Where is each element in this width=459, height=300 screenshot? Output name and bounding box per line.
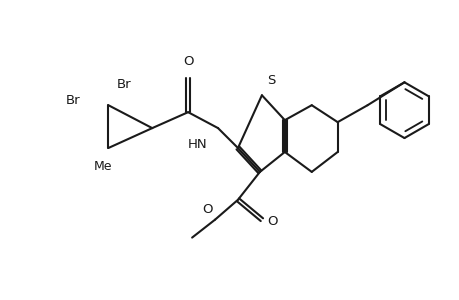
Text: HN: HN <box>187 138 207 151</box>
Text: Br: Br <box>116 78 131 91</box>
Text: O: O <box>183 56 193 68</box>
Text: O: O <box>202 203 213 216</box>
Text: S: S <box>266 74 274 87</box>
Text: O: O <box>266 215 277 228</box>
Text: Me: Me <box>94 160 112 173</box>
Text: Br: Br <box>66 94 80 107</box>
